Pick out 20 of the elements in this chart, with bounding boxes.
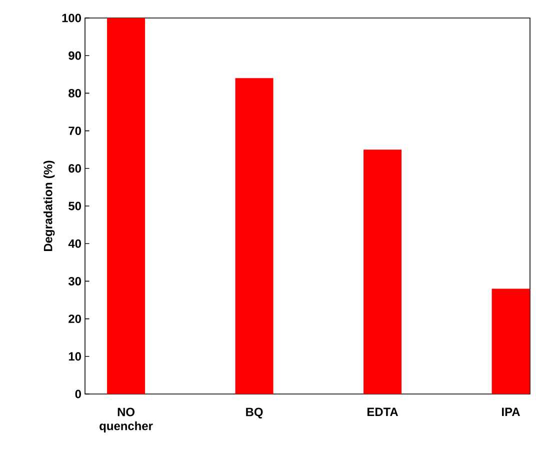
bar [235, 78, 274, 394]
y-tick-label: 100 [62, 14, 81, 22]
y-axis-title: Degradation (%) [44, 160, 55, 252]
y-tick-label: 90 [68, 51, 81, 60]
y-tick-label: 0 [75, 390, 81, 398]
y-tick-label: 40 [68, 239, 81, 248]
x-tick-label: BQ [246, 408, 263, 418]
y-tick-label: 60 [68, 164, 81, 173]
y-tick-label: 20 [68, 314, 81, 324]
y-tick-label: 70 [68, 126, 81, 136]
y-tick-label: 80 [68, 88, 81, 98]
x-tick-label: NO quencher [100, 408, 153, 433]
x-tick-label: IPA [502, 408, 520, 416]
y-tick-label: 30 [68, 276, 81, 286]
y-tick-label: 10 [68, 352, 81, 361]
x-tick-label: EDTA [367, 408, 398, 416]
bar [107, 18, 146, 394]
bar [492, 288, 530, 394]
y-tick-label: 50 [68, 202, 81, 210]
bar [364, 150, 402, 394]
